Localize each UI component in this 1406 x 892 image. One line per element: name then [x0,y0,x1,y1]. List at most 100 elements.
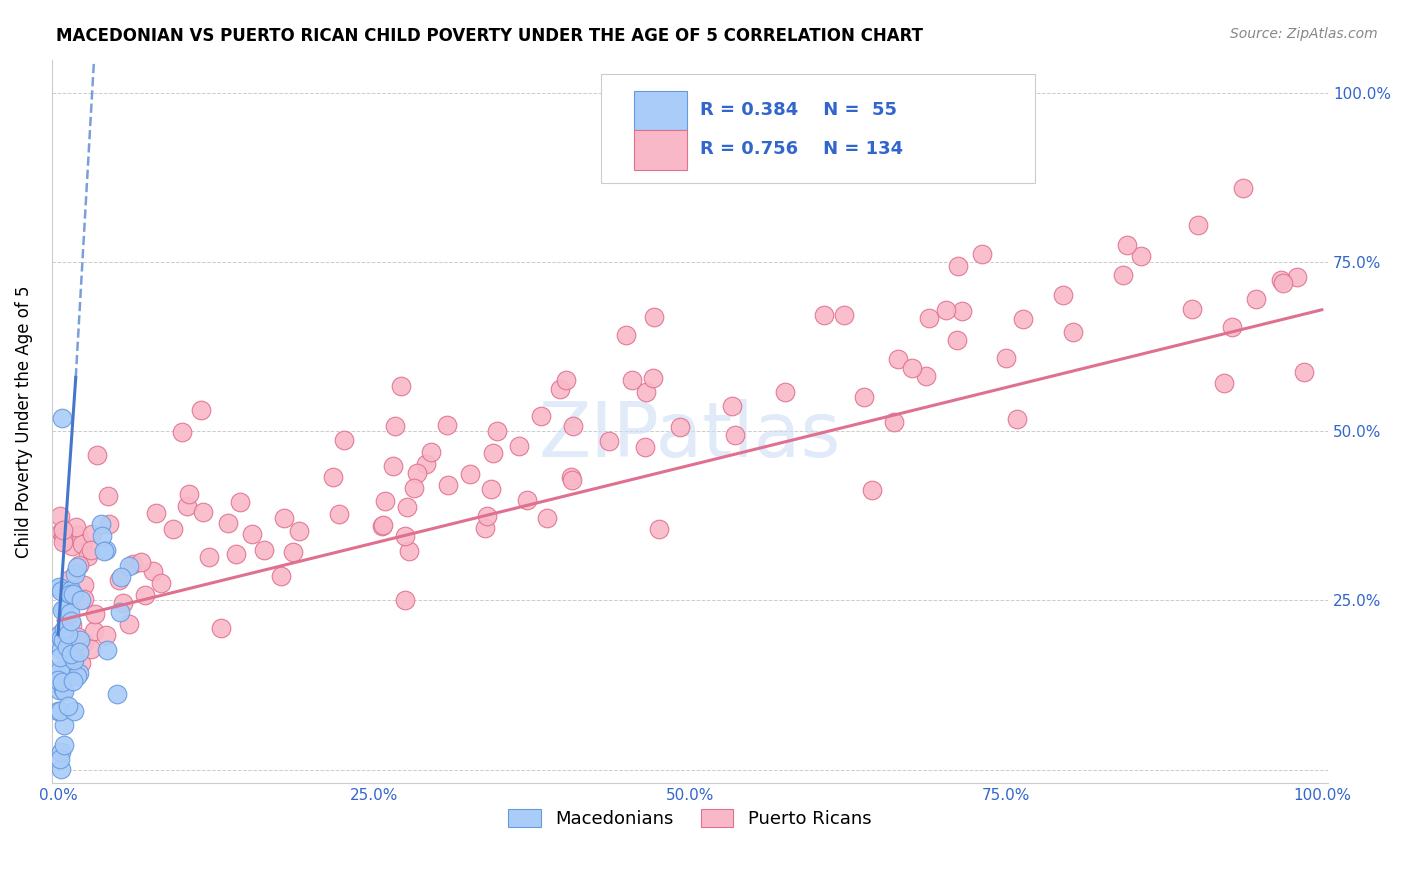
Point [52,681,75,696]
Text: ZIPatlas: ZIPatlas [538,399,841,473]
Point [52,602,75,616]
Point [887,352,910,367]
Point [51,762,73,776]
Point [110,570,132,584]
Point [55,635,77,649]
Point [62,635,84,649]
Point [145,506,167,520]
Point [176,500,198,514]
Point [1244,292,1267,306]
Text: R = 0.384    N =  55: R = 0.384 N = 55 [700,101,897,119]
Point [1272,276,1295,290]
Point [59,614,82,628]
Point [73,634,96,648]
Point [107,574,129,588]
Point [69,593,91,607]
Text: Source: ZipAtlas.com: Source: ZipAtlas.com [1230,27,1378,41]
Point [333,433,356,447]
Point [48,509,70,524]
Point [516,492,538,507]
Point [69,633,91,648]
Point [229,495,252,509]
Point [643,371,665,385]
Text: R = 0.756    N = 134: R = 0.756 N = 134 [700,140,903,158]
Point [77,549,100,564]
Point [883,415,905,429]
Point [322,470,344,484]
Point [66,631,89,645]
Point [49,650,72,665]
Point [51,582,73,596]
Point [48,580,70,594]
Point [834,308,856,322]
Point [198,550,221,565]
Point [914,369,936,384]
Point [52,633,75,648]
Point [852,390,875,404]
Point [62,587,84,601]
Point [415,457,437,471]
Point [1292,365,1315,379]
Point [598,434,620,449]
Point [97,489,120,503]
Point [51,626,73,640]
Point [1187,218,1209,232]
Point [918,310,941,325]
Point [51,745,73,759]
Point [53,684,76,698]
Point [721,399,744,413]
Point [621,373,644,387]
Point [371,518,394,533]
Point [668,420,690,434]
Point [58,698,80,713]
Point [1012,311,1035,326]
Point [616,327,638,342]
FancyBboxPatch shape [634,130,688,169]
Point [90,517,112,532]
Point [93,544,115,558]
Point [402,481,425,495]
Point [190,403,212,417]
Point [394,529,416,543]
Point [773,385,796,400]
Point [935,303,957,318]
Point [643,310,665,324]
Point [1112,268,1135,282]
Point [288,524,311,538]
Point [52,718,75,732]
Point [52,530,75,544]
Point [60,618,83,632]
Point [555,373,578,387]
Point [1130,249,1153,263]
Point [118,616,141,631]
FancyBboxPatch shape [634,91,688,129]
Point [389,379,412,393]
Point [283,545,305,559]
Point [474,521,496,535]
Point [381,458,404,473]
Point [405,466,427,480]
Point [1270,273,1292,287]
Point [384,418,406,433]
Point [477,508,499,523]
Point [217,516,239,530]
Point [273,510,295,524]
Point [67,558,90,572]
Point [901,361,924,376]
Point [1220,320,1243,334]
Point [52,664,75,678]
Point [634,440,657,454]
Point [66,669,89,683]
Point [91,529,114,543]
Point [56,627,79,641]
Point [96,642,118,657]
Point [948,259,970,273]
Point [48,704,70,718]
Point [49,642,72,657]
Point [536,511,558,525]
Point [51,603,73,617]
Point [83,624,105,638]
Point [59,606,82,620]
Point [49,663,72,677]
Point [436,478,458,492]
